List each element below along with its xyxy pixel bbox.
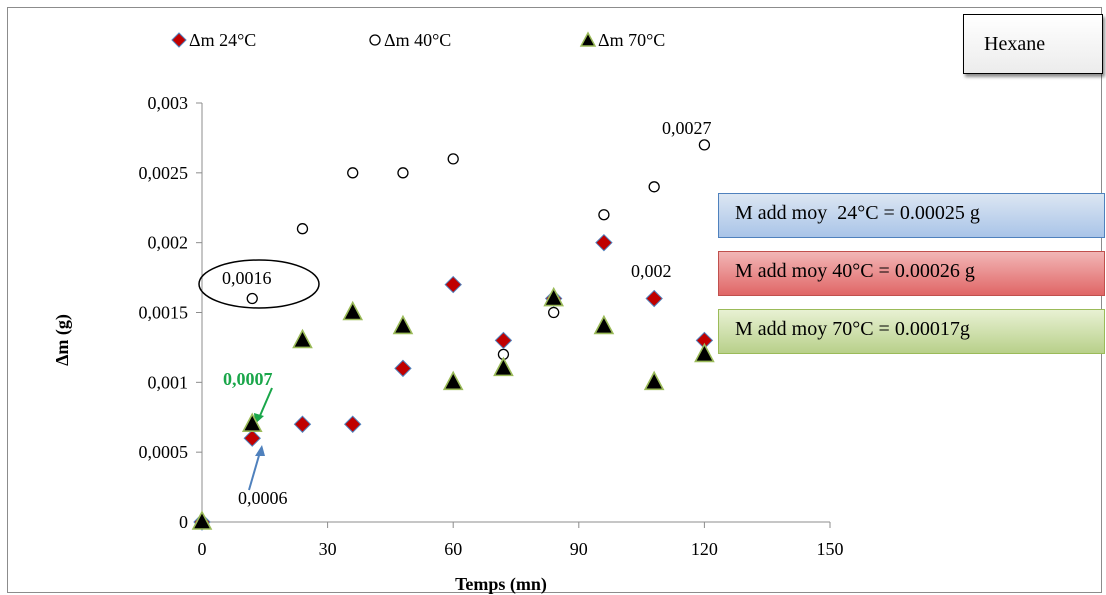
y-tick-label: 0,0015 [139,303,189,323]
point-triangle-3 [342,300,364,321]
info-box-70: M add moy 70°C = 0.00017g [718,309,1105,354]
arrow-blue [248,451,261,491]
x-axis-title: Temps (mn) [455,574,547,595]
info-box-40: M add moy 40°C = 0.00026 g [718,251,1105,296]
y-tick-label: 0,0005 [139,442,189,462]
point-labels: 0,0016 0,0027 0,002 0,0007 0,0006 [222,118,712,508]
point-circle-7 [548,306,560,319]
x-tick-label: 0 [198,539,207,559]
point-triangle-5 [442,370,464,391]
arrow-green [258,387,273,419]
x-tick-label: 30 [319,539,337,559]
y-tick-label: 0 [179,512,188,532]
point-diamond-4 [394,359,412,378]
point-triangle-0 [191,510,213,530]
point-circle-4 [397,167,409,179]
label-0-0007: 0,0007 [223,369,273,389]
arrow-blue-head [255,445,265,456]
y-axis-title: Δm (g) [52,314,73,366]
legend: Δm 24°C Δm 40°C Δm 70°C [171,30,665,50]
y-tick-label: 0,003 [148,93,189,113]
y-tick-label: 0,0025 [139,163,189,183]
x-tick-label: 150 [817,539,844,559]
legend-label-40: Δm 40°C [384,30,451,50]
point-diamond-2 [293,415,312,433]
info-box-24: M add moy 24°C = 0.00025 g [718,193,1105,238]
point-triangle-2 [292,328,313,349]
point-circle-8 [598,209,610,221]
legend-marker-24 [171,32,187,48]
point-diamond-9 [645,289,663,308]
label-0-0016: 0,0016 [222,268,272,288]
point-circle-10 [698,139,711,151]
point-diamond-5 [444,275,462,294]
point-triangle-4 [392,314,414,335]
point-circle-9 [648,181,660,193]
x-tick-label: 120 [691,539,718,559]
point-diamond-3 [344,415,362,433]
label-0-0027: 0,0027 [662,118,712,138]
legend-marker-70 [579,31,597,47]
point-circle-5 [447,153,459,165]
point-triangle-6 [493,356,514,377]
point-circle-3 [347,167,359,179]
data-points [191,139,715,531]
label-0-002: 0,002 [631,261,672,281]
highlight-ellipse [198,259,320,309]
chart-frame [7,7,1102,593]
legend-marker-40 [369,34,381,46]
point-circle-2 [296,223,309,235]
point-triangle-8 [593,314,615,335]
point-diamond-8 [595,233,613,252]
point-diamond-6 [494,331,513,350]
point-diamond-1 [243,429,261,447]
point-triangle-10 [694,342,715,363]
x-tick-label: 60 [444,539,462,559]
point-triangle-1 [241,412,263,433]
legend-label-70: Δm 70°C [598,30,665,50]
legend-label-24: Δm 24°C [189,30,256,50]
axis-ticks: 0 0,0005 0,001 0,0015 0,002 0,0025 0,003 0 30 60 9… [139,93,844,559]
point-circle-1 [246,292,258,305]
label-0-0006: 0,0006 [238,488,288,508]
point-triangle-7 [543,286,565,307]
y-tick-label: 0,001 [148,372,189,392]
solvent-label-box: Hexane [963,14,1103,74]
y-tick-label: 0,002 [148,233,189,253]
point-triangle-9 [643,370,665,391]
x-tick-label: 90 [570,539,588,559]
